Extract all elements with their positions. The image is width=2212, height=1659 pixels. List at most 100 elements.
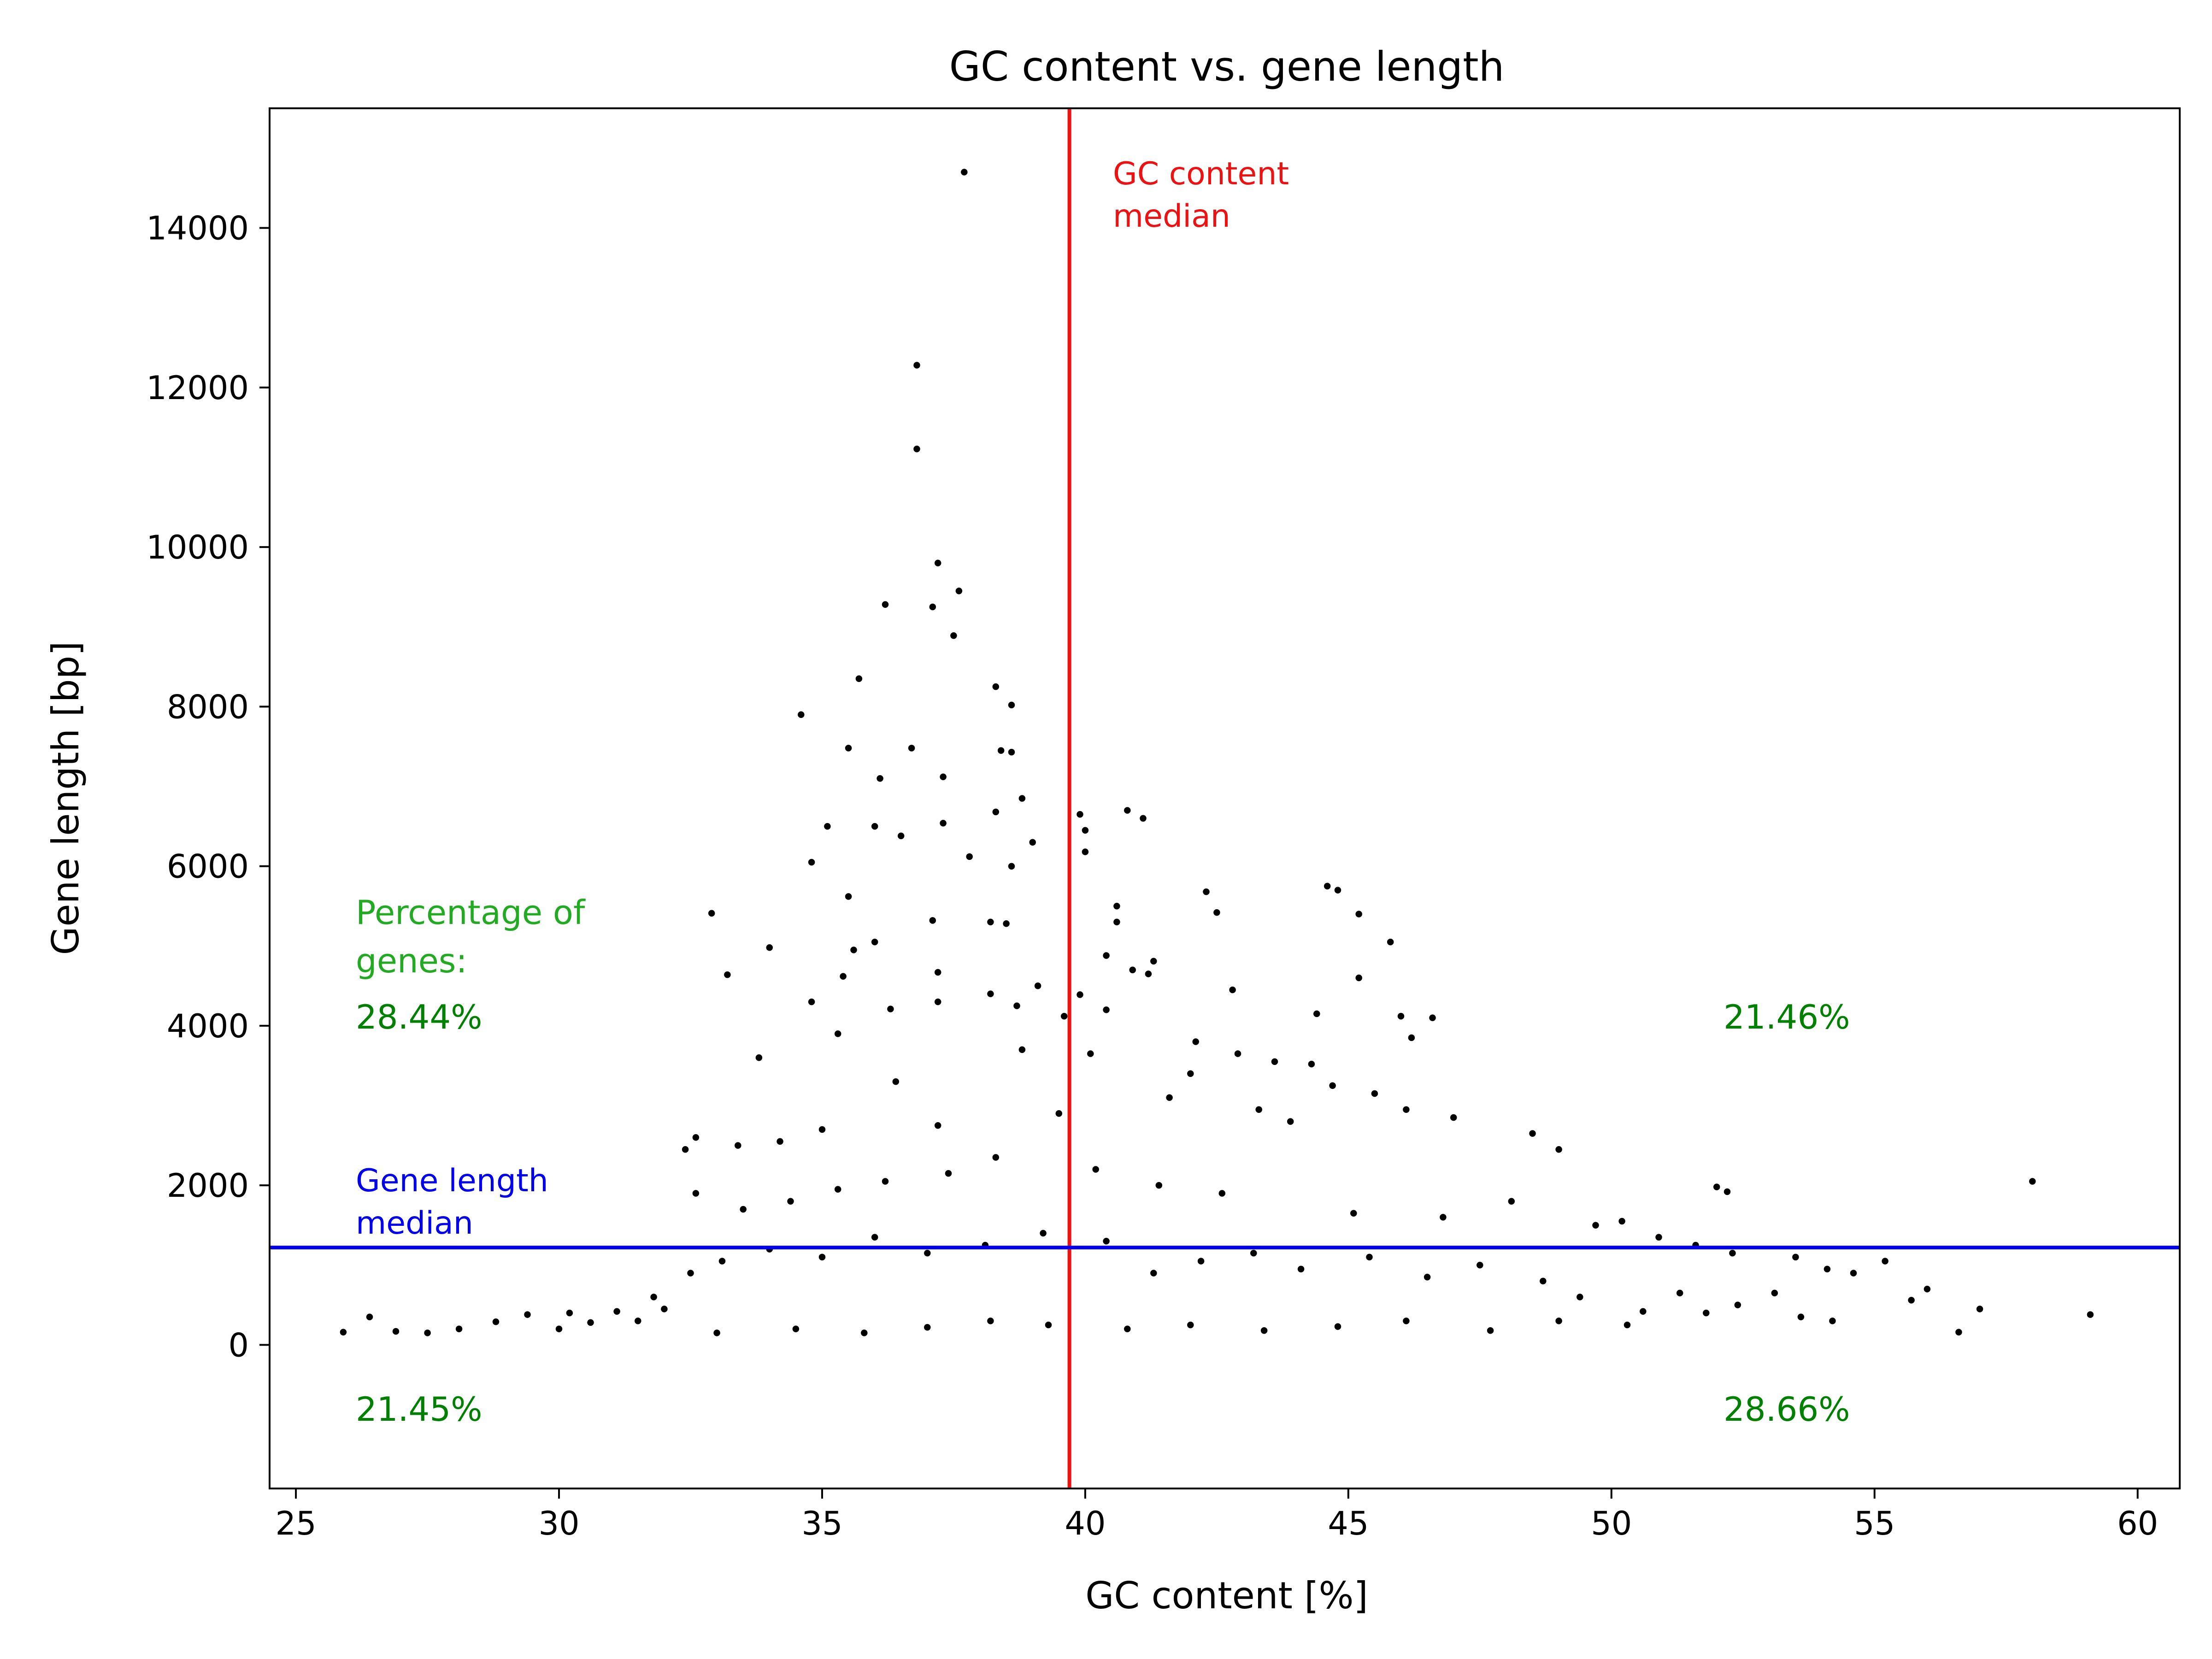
scatter-point — [823, 822, 832, 830]
scatter-point — [1576, 1293, 1584, 1301]
y-tick-label: 0 — [228, 1326, 249, 1364]
scatter-point — [1354, 974, 1363, 982]
scatter-point — [1228, 986, 1237, 994]
scatter-point — [807, 998, 816, 1006]
scatter-point — [739, 1205, 747, 1213]
scatter-point — [1823, 1265, 1831, 1273]
plot-frame — [269, 107, 2181, 1489]
scatter-point — [934, 1121, 942, 1130]
scatter-point — [1007, 862, 1016, 871]
y-tick-label: 14000 — [146, 210, 249, 247]
scatter-point — [776, 1137, 784, 1146]
scatter-point — [1849, 1269, 1858, 1277]
scatter-point — [955, 587, 963, 595]
y-tick-label: 6000 — [167, 848, 249, 886]
scatter-point — [718, 1257, 726, 1265]
chart-title: GC content vs. gene length — [949, 43, 1505, 90]
median-lines — [270, 108, 2180, 1488]
scatter-point — [897, 832, 905, 840]
scatter-point — [1123, 1325, 1132, 1333]
scatter-point — [649, 1293, 658, 1301]
y-tick-label: 4000 — [167, 1007, 249, 1045]
scatter-point — [1923, 1285, 1931, 1293]
scatter-point — [392, 1327, 400, 1335]
scatter-point — [1723, 1188, 1731, 1196]
scatter-point — [765, 943, 774, 952]
scatter-point — [834, 1030, 842, 1038]
scatter-point — [929, 603, 937, 611]
scatter-point — [723, 971, 732, 979]
scatter-point — [1202, 888, 1211, 896]
scatter-point — [1197, 1257, 1205, 1265]
scatter-point — [934, 968, 942, 977]
scatter-point — [734, 1141, 742, 1150]
scatter-point — [712, 1329, 721, 1337]
scatter-point — [1712, 1182, 1721, 1191]
gc-median-label: GC content median — [1113, 156, 1289, 235]
scatter-point — [1191, 1037, 1200, 1046]
scatter-point — [944, 1169, 953, 1177]
scatter-point — [818, 1125, 826, 1134]
scatter-point — [1528, 1129, 1537, 1138]
scatter-point — [1554, 1145, 1563, 1153]
scatter-point — [455, 1325, 463, 1333]
scatter-point — [1271, 1058, 1279, 1066]
scatter-point — [907, 744, 916, 753]
scatter-point — [1002, 919, 1011, 928]
scatter-point — [844, 892, 853, 901]
scatter-point — [1312, 1010, 1321, 1018]
scatter-point — [634, 1317, 642, 1325]
scatter-point — [886, 1005, 895, 1013]
quadrant-percentages: 28.44% 21.46% 21.45% 28.66% — [356, 998, 1850, 1429]
scatter-point — [1081, 826, 1089, 835]
scatter-point — [1354, 910, 1363, 918]
x-tick-label: 45 — [1328, 1505, 1369, 1542]
scatter-point — [1044, 1321, 1053, 1329]
scatter-point — [1018, 794, 1026, 803]
scatter-point — [1676, 1289, 1684, 1297]
scatter-point — [1397, 1012, 1405, 1020]
scatter-point — [1439, 1213, 1447, 1222]
scatter-point — [612, 1307, 621, 1316]
scatter-point — [939, 773, 947, 781]
scatter-point — [1186, 1321, 1195, 1329]
scatter-point — [492, 1318, 500, 1326]
scatter-point — [992, 1153, 1000, 1162]
scatter-point — [934, 559, 942, 567]
scatter-point — [881, 1177, 889, 1186]
scatter-point — [997, 746, 1005, 755]
length-median-label: Gene length median — [356, 1163, 548, 1241]
scatter-point — [1112, 918, 1121, 926]
scatter-point — [1476, 1261, 1484, 1270]
scatter-point — [1144, 970, 1153, 978]
scatter-point — [1165, 1093, 1174, 1102]
scatter-point — [1307, 1060, 1316, 1068]
scatter-point — [1449, 1113, 1458, 1122]
scatter-point — [860, 1329, 869, 1337]
x-axis-label: GC content [%] — [1085, 1574, 1368, 1617]
x-tick-label: 30 — [538, 1505, 579, 1542]
scatter-point — [844, 744, 853, 753]
scatter-point — [1771, 1289, 1779, 1297]
scatter-point — [2028, 1177, 2037, 1186]
scatter-point — [834, 1185, 842, 1194]
scatter-point — [1186, 1070, 1195, 1078]
scatter-point — [1249, 1249, 1258, 1258]
scatter-point — [855, 675, 863, 683]
scatter-point — [839, 972, 847, 981]
scatter-point — [1402, 1317, 1411, 1325]
scatter-point — [1086, 1049, 1095, 1058]
x-tick-label: 35 — [801, 1505, 842, 1542]
scatter-point — [1254, 1105, 1263, 1114]
scatter-point — [871, 1233, 879, 1241]
x-tick-label: 50 — [1591, 1505, 1632, 1542]
length-median-label-line-2: median — [356, 1205, 473, 1241]
scatter-point — [1260, 1326, 1268, 1335]
scatter-point — [986, 918, 995, 926]
scatter-point — [1123, 806, 1132, 815]
quadrant-lower-right: 28.66% — [1724, 1390, 1850, 1429]
scatter-point — [1139, 814, 1147, 823]
scatter-point — [1323, 882, 1331, 890]
